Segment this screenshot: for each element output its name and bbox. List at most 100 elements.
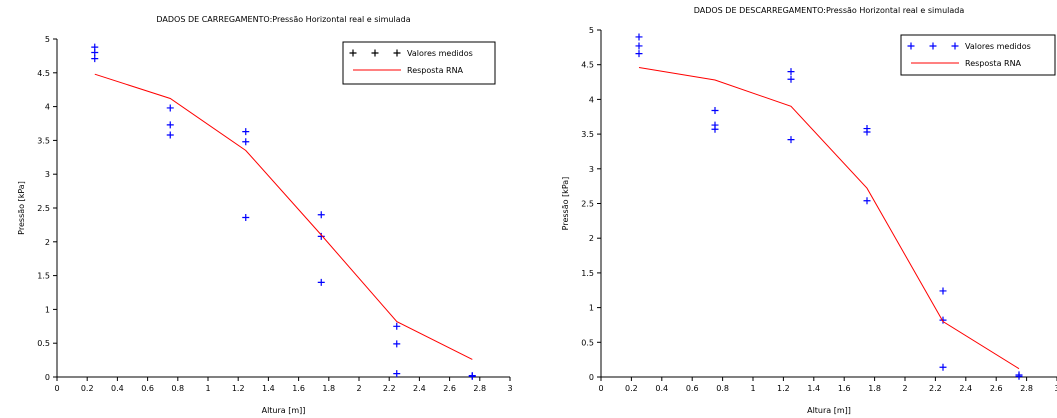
data-point-valores-medidos — [863, 128, 871, 136]
x-tick-label: 2.4 — [959, 384, 972, 393]
x-tick-label: 3 — [507, 384, 512, 393]
legend-box — [342, 41, 496, 85]
y-tick-label: 1 — [45, 305, 50, 314]
x-tick-label: 2.6 — [990, 384, 1003, 393]
legend-label-resposta-rna: Resposta RNA — [965, 59, 1022, 68]
data-point-valores-medidos — [939, 316, 947, 324]
data-point-valores-medidos — [166, 104, 174, 112]
y-tick-label: 5 — [45, 35, 50, 44]
data-point-valores-medidos — [635, 33, 643, 41]
chart-title: DADOS DE CARREGAMENTO:Pressão Horizontal… — [156, 15, 410, 24]
y-tick-label: 3 — [45, 170, 50, 179]
legend-label-valores-medidos: Valores medidos — [407, 49, 473, 58]
x-tick-label: 1 — [750, 384, 755, 393]
legend-marker — [951, 42, 959, 50]
data-point-valores-medidos — [317, 232, 325, 240]
y-tick-label: 3.5 — [581, 130, 594, 139]
x-tick-label: 2.8 — [1020, 384, 1033, 393]
data-point-valores-medidos — [939, 287, 947, 295]
legend-marker — [393, 49, 401, 57]
x-tick-label: 1.4 — [807, 384, 820, 393]
data-point-valores-medidos — [242, 128, 250, 136]
data-point-valores-medidos — [242, 213, 250, 221]
data-point-valores-medidos — [787, 68, 795, 76]
y-tick-label: 4 — [589, 95, 594, 104]
x-tick-label: 2 — [902, 384, 907, 393]
y-tick-label: 1.5 — [581, 269, 594, 278]
y-tick-label: 2 — [45, 238, 50, 247]
data-point-valores-medidos — [863, 197, 871, 205]
x-tick-label: 0.8 — [171, 384, 184, 393]
x-tick-label: 2.8 — [473, 384, 486, 393]
data-point-valores-medidos — [393, 340, 401, 348]
x-axis-label: Altura [m]] — [807, 406, 851, 415]
y-tick-label: 4.5 — [37, 69, 50, 78]
y-tick-label: 1.5 — [37, 272, 50, 281]
chart-1: DADOS DE CARREGAMENTO:Pressão Horizontal… — [17, 15, 513, 415]
data-point-valores-medidos — [468, 372, 476, 380]
x-tick-label: 3 — [1054, 384, 1057, 393]
x-tick-label: 1.2 — [777, 384, 790, 393]
legend: Valores medidos Resposta RNA — [900, 34, 1056, 76]
x-tick-label: 2 — [356, 384, 361, 393]
x-tick-label: 2.4 — [413, 384, 426, 393]
data-point-valores-medidos — [635, 50, 643, 58]
y-tick-label: 0 — [45, 373, 50, 382]
legend-label-valores-medidos: Valores medidos — [965, 42, 1031, 51]
x-tick-label: 0.2 — [625, 384, 638, 393]
data-point-valores-medidos — [393, 370, 401, 378]
chart-2: DADOS DE DESCARREGAMENTO:Pressão Horizon… — [561, 6, 1057, 415]
y-tick-label: 4 — [45, 103, 50, 112]
legend: Valores medidos Resposta RNA — [342, 41, 496, 85]
data-point-valores-medidos — [91, 55, 99, 63]
y-tick-label: 2.5 — [581, 200, 594, 209]
data-point-valores-medidos — [711, 107, 719, 115]
x-tick-label: 0.2 — [81, 384, 94, 393]
data-point-valores-medidos — [711, 125, 719, 133]
data-point-valores-medidos — [1015, 372, 1023, 380]
x-tick-label: 1 — [205, 384, 210, 393]
legend-marker — [929, 42, 937, 50]
y-tick-label: 5 — [589, 26, 594, 35]
x-tick-label: 0.4 — [111, 384, 124, 393]
data-point-valores-medidos — [635, 42, 643, 50]
y-tick-label: 1 — [589, 304, 594, 313]
series-line-resposta-rna — [638, 67, 1020, 370]
y-tick-label: 3.5 — [37, 136, 50, 145]
y-tick-label: 0.5 — [581, 338, 594, 347]
x-tick-label: 0.8 — [716, 384, 729, 393]
data-point-valores-medidos — [787, 136, 795, 144]
legend-marker — [349, 49, 357, 57]
data-point-valores-medidos — [317, 278, 325, 286]
y-tick-label: 2 — [589, 234, 594, 243]
x-tick-label: 1.2 — [232, 384, 245, 393]
x-tick-label: 2.6 — [443, 384, 456, 393]
x-tick-label: 0.6 — [141, 384, 154, 393]
y-tick-label: 4.5 — [581, 61, 594, 70]
data-point-valores-medidos — [393, 322, 401, 330]
y-axis-label: Pressão [kPa] — [17, 181, 26, 235]
chart-title: DADOS DE DESCARREGAMENTO:Pressão Horizon… — [694, 6, 965, 15]
y-tick-label: 3 — [589, 165, 594, 174]
y-tick-label: 0.5 — [37, 339, 50, 348]
x-tick-label: 1.8 — [322, 384, 335, 393]
data-point-valores-medidos — [317, 211, 325, 219]
data-point-valores-medidos — [242, 138, 250, 146]
x-tick-label: 1.4 — [262, 384, 275, 393]
legend-marker — [907, 42, 915, 50]
x-tick-label: 0 — [54, 384, 59, 393]
x-tick-label: 1.8 — [868, 384, 881, 393]
x-tick-label: 0 — [598, 384, 603, 393]
y-tick-label: 2.5 — [37, 204, 50, 213]
data-point-valores-medidos — [166, 121, 174, 129]
y-axis-label: Pressão [kPa] — [561, 177, 570, 231]
x-tick-label: 1.6 — [292, 384, 305, 393]
y-tick-label: 0 — [589, 373, 594, 382]
data-point-valores-medidos — [939, 363, 947, 371]
data-point-valores-medidos — [787, 75, 795, 83]
series-line-resposta-rna — [94, 73, 473, 360]
data-point-valores-medidos — [91, 49, 99, 57]
data-point-valores-medidos — [166, 131, 174, 139]
legend-label-resposta-rna: Resposta RNA — [407, 66, 464, 75]
x-tick-label: 1.6 — [838, 384, 851, 393]
